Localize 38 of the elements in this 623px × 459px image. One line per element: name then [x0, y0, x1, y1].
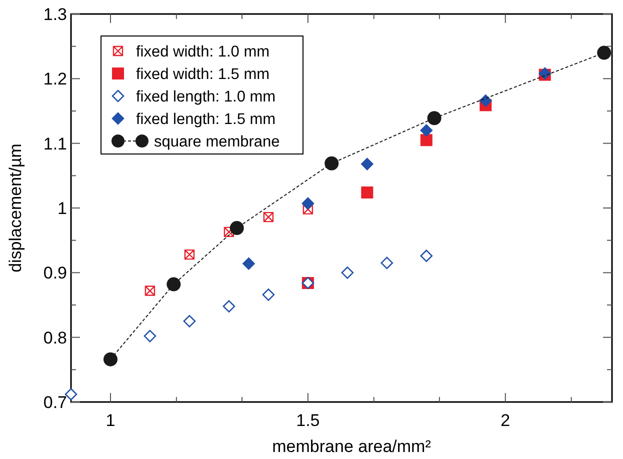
x-tick-label: 2 [500, 411, 510, 430]
point [222, 300, 236, 312]
y-tick-label: 1.3 [43, 5, 67, 24]
y-tick-label: 1.1 [43, 134, 67, 154]
point [597, 46, 612, 60]
point [230, 221, 244, 236]
point [341, 266, 354, 279]
point [103, 352, 118, 366]
legend-label: fixed length: 1.0 mm [136, 88, 276, 106]
y-tick-label: 0.8 [43, 328, 67, 348]
point [420, 124, 433, 137]
point [479, 94, 492, 107]
legend-label: fixed width: 1.5 mm [136, 66, 270, 83]
legend-label: square membrane [154, 134, 280, 150]
legend-label: fixed width: 1.0 mm [136, 44, 270, 60]
point [144, 330, 156, 342]
y-tick-label: 0.7 [43, 393, 67, 412]
x-tick-label: 1.5 [296, 411, 320, 430]
y-tick-label: 1 [58, 199, 67, 218]
point [324, 156, 339, 170]
y-tick-label: 1.2 [43, 70, 67, 89]
point [166, 277, 181, 292]
y-axis-title: displacement/µm [6, 144, 25, 272]
point [183, 315, 196, 328]
point [380, 256, 394, 270]
point [262, 288, 275, 301]
y-tick-label: 0.9 [43, 264, 67, 283]
x-tick-label: 1 [106, 411, 116, 430]
point [427, 111, 442, 126]
legend-label: fixed length: 1.5 mm [136, 111, 276, 128]
point [420, 250, 433, 262]
point [242, 257, 255, 270]
point [302, 197, 314, 210]
point [420, 134, 432, 146]
point [64, 388, 78, 400]
point [361, 186, 374, 198]
x-axis-title: membrane area/mm² [272, 437, 432, 456]
point [361, 158, 374, 170]
